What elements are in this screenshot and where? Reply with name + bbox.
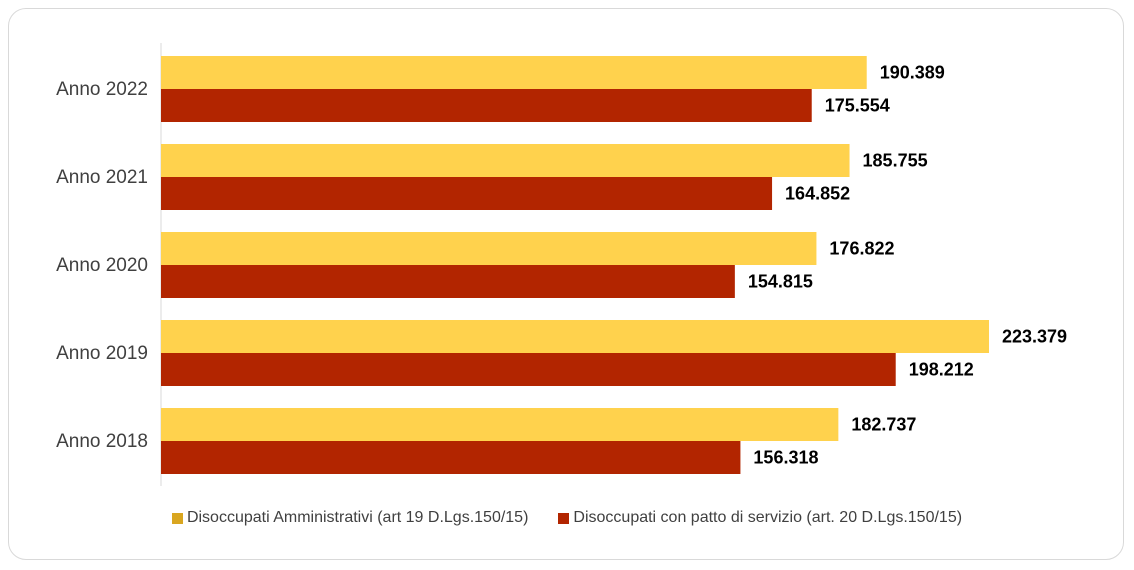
bar-series-1 bbox=[161, 144, 850, 177]
data-label-series-2: 175.554 bbox=[825, 96, 890, 116]
data-label-series-1: 176.822 bbox=[829, 239, 894, 259]
legend: Disoccupati Amministrativi (art 19 D.Lgs… bbox=[0, 509, 1134, 527]
category-label: Anno 2018 bbox=[56, 431, 148, 452]
data-label-series-2: 156.318 bbox=[753, 448, 818, 468]
category-label: Anno 2019 bbox=[56, 343, 148, 364]
bar-series-1 bbox=[161, 232, 817, 265]
legend-label-series-2: Disoccupati con patto di servizio (art. … bbox=[573, 509, 963, 526]
category-label: Anno 2021 bbox=[56, 167, 148, 188]
bar-series-2 bbox=[161, 265, 735, 298]
value-labels-group: 190.389 175.554 185.755 164.852 176.822 154.8… bbox=[748, 63, 1067, 468]
data-label-series-1: 190.389 bbox=[880, 63, 945, 83]
legend-swatch-series-2 bbox=[558, 512, 570, 524]
data-label-series-1: 182.737 bbox=[851, 415, 916, 435]
bar-series-1 bbox=[161, 56, 867, 89]
category-labels-group: Anno 2022 Anno 2021 Anno 2020 Anno 2019 Anno… bbox=[56, 79, 148, 452]
category-label: Anno 2022 bbox=[56, 79, 148, 100]
data-label-series-1: 223.379 bbox=[1002, 327, 1067, 347]
bar-series-1 bbox=[161, 408, 839, 441]
bar-series-2 bbox=[161, 89, 812, 122]
legend-swatch-series-1 bbox=[171, 512, 183, 524]
legend-item-series-2: Disoccupati con patto di servizio (art. … bbox=[558, 509, 962, 527]
data-label-series-2: 164.852 bbox=[785, 184, 850, 204]
bar-series-2 bbox=[161, 177, 773, 210]
legend-label-series-1: Disoccupati Amministrativi (art 19 D.Lgs… bbox=[186, 509, 529, 526]
bar-series-2 bbox=[161, 353, 896, 386]
data-label-series-2: 154.815 bbox=[748, 272, 813, 292]
data-label-series-2: 198.212 bbox=[909, 360, 974, 380]
data-label-series-1: 185.755 bbox=[863, 151, 928, 171]
bars-group bbox=[161, 56, 989, 474]
bar-series-2 bbox=[161, 441, 741, 474]
legend-item-series-1: Disoccupati Amministrativi (art 19 D.Lgs… bbox=[171, 509, 529, 527]
category-label: Anno 2020 bbox=[56, 255, 148, 276]
bar-series-1 bbox=[161, 320, 989, 353]
